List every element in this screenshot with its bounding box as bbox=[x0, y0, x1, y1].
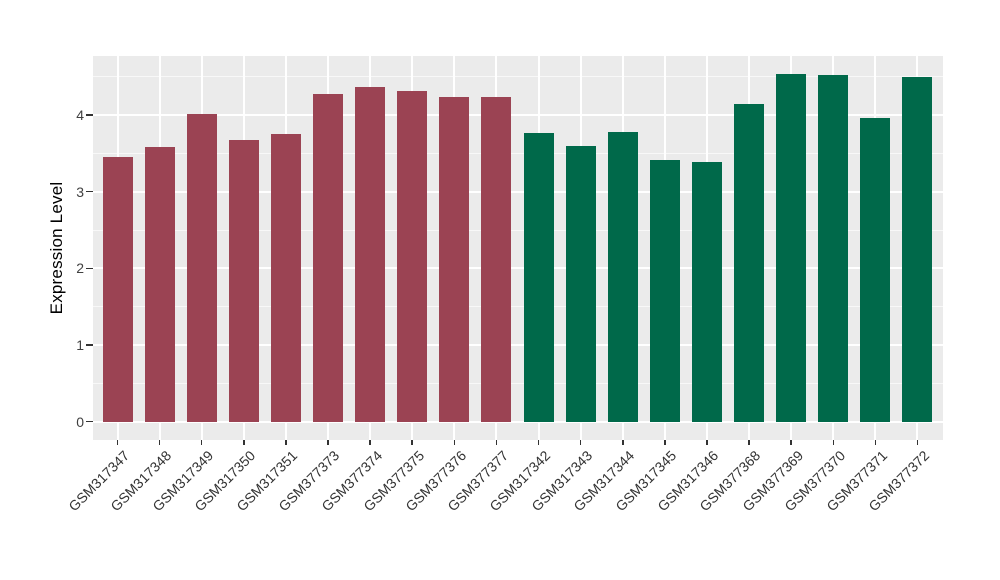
h-gridline-minor bbox=[93, 152, 943, 154]
x-tick-mark bbox=[116, 440, 119, 445]
h-gridline-minor bbox=[93, 306, 943, 308]
x-tick-mark bbox=[327, 440, 329, 445]
bar-GSM377376 bbox=[439, 96, 470, 422]
bar-GSM317344 bbox=[607, 131, 638, 422]
y-tick-mark bbox=[86, 420, 93, 423]
h-gridline-minor bbox=[93, 76, 943, 78]
bar-GSM377370 bbox=[818, 74, 849, 422]
x-tick-mark bbox=[748, 440, 750, 445]
y-tick-label: 3 bbox=[76, 183, 84, 200]
y-tick-mark bbox=[86, 114, 93, 116]
bar-GSM377377 bbox=[481, 97, 512, 422]
bar-GSM377372 bbox=[902, 76, 933, 422]
y-axis-title: Expression Level bbox=[47, 181, 66, 315]
bar-GSM317351 bbox=[270, 134, 301, 422]
bar-GSM317342 bbox=[523, 132, 554, 422]
h-gridline-major bbox=[93, 190, 943, 193]
bar-GSM377373 bbox=[313, 93, 344, 422]
bar-GSM377368 bbox=[734, 103, 765, 422]
x-tick-mark bbox=[158, 440, 161, 445]
y-tick-label: 1 bbox=[76, 336, 84, 353]
plot-panel bbox=[93, 56, 943, 440]
h-gridline-minor bbox=[93, 382, 943, 384]
x-tick-mark bbox=[916, 440, 919, 445]
x-tick-mark bbox=[790, 440, 792, 445]
x-tick-mark bbox=[664, 440, 666, 445]
y-tick-mark bbox=[86, 190, 93, 193]
x-tick-mark bbox=[537, 440, 540, 445]
h-gridline-minor bbox=[93, 229, 943, 231]
bar-GSM377374 bbox=[355, 86, 386, 422]
y-tick-label: 4 bbox=[76, 107, 84, 124]
x-tick-mark bbox=[622, 440, 624, 445]
bar-GSM317350 bbox=[228, 140, 259, 422]
x-tick-mark bbox=[579, 440, 582, 445]
x-tick-mark bbox=[453, 440, 456, 445]
x-tick-mark bbox=[200, 440, 203, 445]
bar-GSM377375 bbox=[397, 90, 428, 422]
h-gridline-major bbox=[93, 114, 943, 117]
x-tick-mark bbox=[832, 440, 835, 445]
bar-GSM317345 bbox=[649, 160, 680, 422]
x-tick-mark bbox=[285, 440, 287, 445]
h-gridline-major bbox=[93, 420, 943, 423]
x-tick-mark bbox=[369, 440, 371, 445]
bar-GSM317347 bbox=[102, 157, 133, 422]
y-tick-label: 2 bbox=[76, 260, 84, 277]
y-tick-mark bbox=[86, 344, 93, 346]
bar-GSM317346 bbox=[691, 161, 722, 422]
bar-GSM317348 bbox=[144, 147, 175, 422]
h-gridline-major bbox=[93, 267, 943, 270]
x-tick-mark bbox=[243, 440, 245, 445]
y-tick-mark bbox=[86, 267, 93, 270]
x-tick-mark bbox=[706, 440, 708, 445]
x-tick-mark bbox=[874, 440, 877, 445]
bar-GSM377369 bbox=[776, 73, 807, 422]
x-tick-mark bbox=[411, 440, 413, 445]
bar-GSM377371 bbox=[860, 118, 891, 422]
bar-GSM317343 bbox=[565, 145, 596, 422]
h-gridline-major bbox=[93, 343, 943, 346]
bar-GSM317349 bbox=[186, 113, 217, 422]
x-tick-mark bbox=[495, 440, 498, 445]
y-tick-label: 0 bbox=[76, 413, 84, 430]
